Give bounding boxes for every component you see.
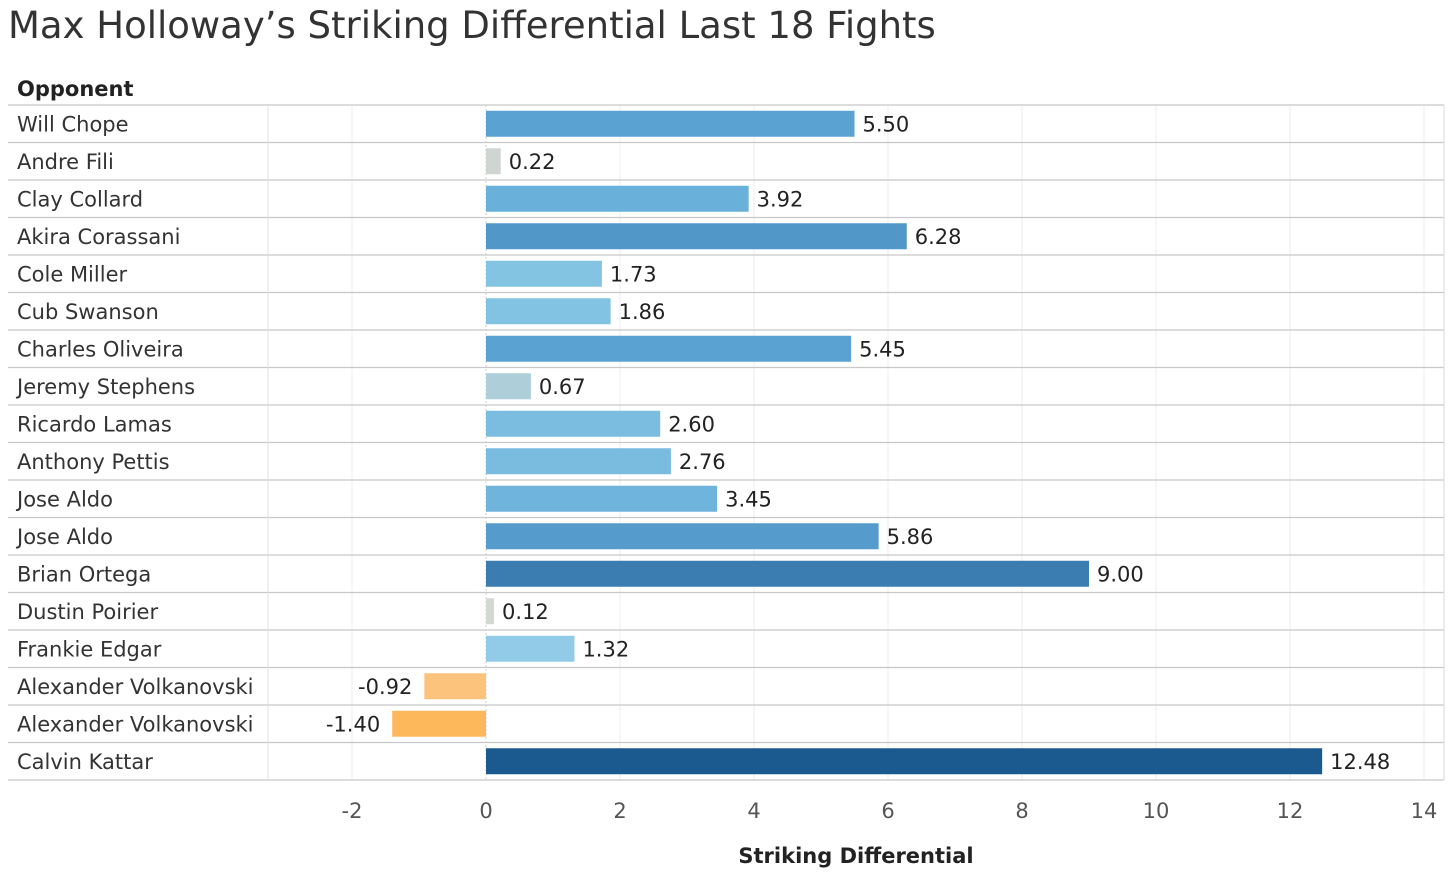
bar	[486, 373, 531, 400]
bar	[486, 598, 495, 625]
category-label: Andre Fili	[17, 150, 114, 174]
value-label: 9.00	[1097, 562, 1144, 586]
category-label: Anthony Pettis	[17, 450, 170, 474]
bar	[486, 560, 1089, 587]
bar	[486, 635, 575, 662]
value-label: 3.92	[757, 187, 804, 211]
x-tick-label: 12	[1277, 799, 1304, 823]
value-label: 1.86	[619, 300, 666, 324]
category-label: Charles Oliveira	[17, 337, 184, 361]
x-tick-label: 0	[479, 799, 492, 823]
category-label: Ricardo Lamas	[17, 412, 172, 436]
bar	[486, 335, 852, 362]
bar	[486, 223, 907, 250]
category-label: Cole Miller	[17, 262, 127, 286]
bar	[486, 298, 611, 325]
x-tick-label: -2	[342, 799, 363, 823]
value-label: 2.76	[679, 450, 726, 474]
bar	[486, 485, 718, 512]
category-label: Jeremy Stephens	[15, 375, 195, 399]
x-tick-label: 4	[747, 799, 760, 823]
category-label: Will Chope	[17, 112, 129, 136]
x-axis-label: Striking Differential	[738, 844, 973, 868]
value-label: 6.28	[915, 225, 962, 249]
category-label: Frankie Edgar	[17, 637, 162, 661]
value-label: 1.73	[610, 262, 657, 286]
bar	[486, 148, 501, 175]
category-label: Calvin Kattar	[17, 750, 153, 774]
value-label: 1.32	[582, 637, 629, 661]
category-label: Alexander Volkanovski	[17, 712, 254, 736]
bar	[486, 260, 602, 287]
category-label: Cub Swanson	[17, 300, 159, 324]
x-tick-label: 8	[1015, 799, 1028, 823]
bar	[486, 448, 671, 475]
value-label: 12.48	[1330, 750, 1390, 774]
bar	[486, 410, 661, 437]
bar	[392, 710, 486, 737]
x-tick-label: 6	[881, 799, 894, 823]
value-label: -0.92	[358, 675, 412, 699]
bar	[424, 673, 486, 700]
x-tick-label: 10	[1143, 799, 1170, 823]
bar	[486, 748, 1323, 775]
value-label: 3.45	[725, 487, 772, 511]
value-label: 0.22	[509, 150, 556, 174]
category-label: Akira Corassani	[17, 225, 180, 249]
bar	[486, 185, 749, 212]
category-label: Jose Aldo	[15, 525, 113, 549]
row-header: Opponent	[17, 77, 134, 101]
value-label: -1.40	[326, 712, 380, 736]
value-label: 0.67	[539, 375, 586, 399]
value-label: 5.45	[859, 337, 906, 361]
x-tick-label: 2	[613, 799, 626, 823]
value-label: 2.60	[668, 412, 715, 436]
category-label: Brian Ortega	[17, 562, 151, 586]
category-label: Clay Collard	[17, 187, 143, 211]
value-label: 5.50	[863, 112, 910, 136]
category-label: Dustin Poirier	[17, 600, 158, 624]
category-label: Jose Aldo	[15, 487, 113, 511]
value-label: 0.12	[502, 600, 549, 624]
chart-title: Max Holloway’s Striking Differential Las…	[8, 4, 936, 47]
category-label: Alexander Volkanovski	[17, 675, 254, 699]
value-label: 5.86	[887, 525, 934, 549]
bar	[486, 523, 879, 550]
x-tick-label: 14	[1411, 799, 1438, 823]
bar	[486, 110, 855, 137]
